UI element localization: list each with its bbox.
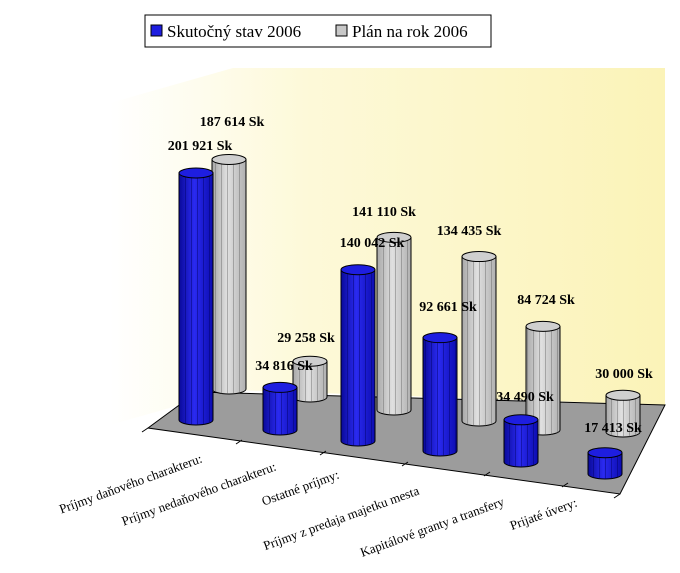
bar-top bbox=[211, 154, 247, 166]
bar-top bbox=[605, 389, 641, 401]
bar-top bbox=[178, 167, 214, 179]
bar-actual-kapitalove-granty-a-transfery bbox=[503, 414, 539, 468]
data-label-actual-kapitalove-granty-a-transfery: 34 490 Sk bbox=[496, 390, 554, 405]
bar-top bbox=[422, 332, 458, 344]
floor-tick bbox=[235, 439, 243, 445]
data-label-plan-prijmy-z-predaja-majetku-mesta: 134 435 Sk bbox=[437, 224, 502, 239]
bar-top bbox=[262, 381, 298, 393]
floor-tick bbox=[401, 461, 409, 467]
legend-box bbox=[144, 14, 492, 48]
legend-swatch-plan bbox=[335, 24, 348, 37]
data-label-actual-prijate-uvery: 17 413 Sk bbox=[584, 421, 642, 436]
bar-top bbox=[503, 414, 539, 426]
bar-actual-prijmy-z-predaja-majetku-mesta bbox=[422, 332, 458, 457]
bar-stripes bbox=[263, 387, 297, 435]
floor-tick bbox=[613, 493, 621, 499]
bar-top bbox=[340, 264, 376, 276]
bars bbox=[178, 154, 641, 480]
data-labels: 187 614 Sk 201 921 Sk 29 258 Sk 34 816 Sk 14… bbox=[168, 115, 653, 436]
data-label-plan-prijmy-danoveho-charakteru: 187 614 Sk bbox=[200, 115, 265, 130]
bar-top bbox=[587, 447, 623, 459]
bar-top bbox=[525, 320, 561, 332]
bar-actual-ostatne-prijmy bbox=[340, 264, 376, 447]
floor-tick bbox=[141, 427, 149, 433]
floor-tick bbox=[319, 450, 327, 456]
bar-plan-prijmy-nedanoveho-charakteru bbox=[292, 355, 328, 403]
data-label-plan-kapitalove-granty-a-transfery: 84 724 Sk bbox=[517, 293, 575, 308]
bar-actual-prijmy-danoveho-charakteru bbox=[178, 167, 214, 426]
bar-plan-prijmy-danoveho-charakteru bbox=[211, 154, 247, 395]
data-label-actual-prijmy-danoveho-charakteru: 201 921 Sk bbox=[168, 139, 233, 154]
bar-plan-prijmy-z-predaja-majetku-mesta bbox=[461, 251, 497, 427]
bar-actual-prijate-uvery bbox=[587, 447, 623, 480]
legend-label-plan: Plán na rok 2006 bbox=[352, 22, 468, 41]
bar-plan-prijate-uvery bbox=[605, 389, 641, 438]
bar-stripes bbox=[504, 419, 538, 467]
data-label-actual-ostatne-prijmy: 140 042 Sk bbox=[340, 236, 405, 251]
floor-tick bbox=[483, 471, 491, 477]
category-label-prijate-uvery: Prijaté úvery: bbox=[508, 495, 579, 533]
bar-stripes bbox=[588, 452, 622, 479]
data-label-actual-prijmy-nedanoveho-charakteru: 34 816 Sk bbox=[255, 359, 313, 374]
bar-stripes bbox=[341, 269, 375, 446]
legend-label-actual: Skutočný stav 2006 bbox=[167, 22, 301, 41]
data-label-plan-prijate-uvery: 30 000 Sk bbox=[595, 367, 653, 382]
bar-stripes bbox=[212, 159, 246, 394]
bar-top bbox=[292, 355, 328, 367]
bar-stripes bbox=[606, 395, 640, 437]
bar-actual-prijmy-nedanoveho-charakteru bbox=[262, 381, 298, 436]
bar-top bbox=[376, 231, 412, 243]
bar-plan-ostatne-prijmy bbox=[376, 231, 412, 416]
bar-stripes bbox=[377, 237, 411, 415]
floor-tick bbox=[561, 482, 569, 488]
legend: Skutočný stav 2006 Plán na rok 2006 bbox=[144, 14, 492, 48]
data-label-actual-prijmy-z-predaja-majetku-mesta: 92 661 Sk bbox=[419, 300, 477, 315]
bar-stripes bbox=[423, 337, 457, 456]
floor-ticks bbox=[141, 427, 621, 499]
bar-stripes bbox=[179, 173, 213, 425]
bar-stripes bbox=[462, 256, 496, 426]
category-label-prijmy-nedanoveho-charakteru: Príjmy nedaňového charakteru: bbox=[120, 459, 278, 529]
bar-top bbox=[461, 251, 497, 263]
data-label-plan-prijmy-nedanoveho-charakteru: 29 258 Sk bbox=[277, 331, 335, 346]
bar-stripes bbox=[293, 361, 327, 402]
data-label-plan-ostatne-prijmy: 141 110 Sk bbox=[352, 205, 416, 220]
bar-plan-kapitalove-granty-a-transfery bbox=[525, 320, 561, 436]
legend-swatch-actual bbox=[150, 24, 163, 37]
bar-stripes bbox=[526, 326, 560, 435]
